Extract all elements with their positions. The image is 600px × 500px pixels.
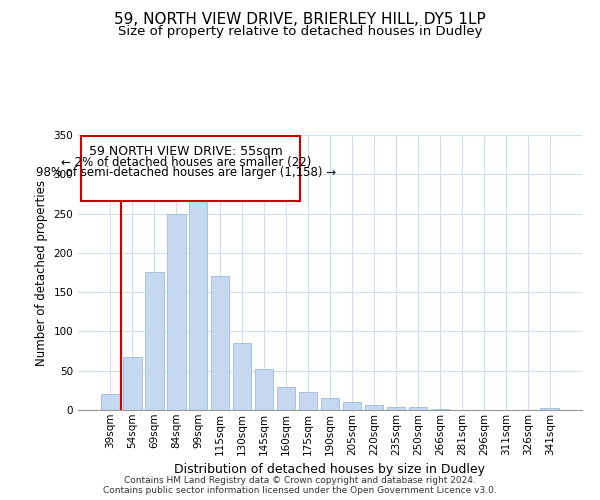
Bar	[431, 409, 449, 410]
X-axis label: Distribution of detached houses by size in Dudley: Distribution of detached houses by size …	[175, 463, 485, 476]
Bar	[320, 398, 340, 410]
Bar	[299, 392, 317, 410]
Bar	[409, 407, 427, 410]
Bar	[343, 402, 361, 410]
Bar	[167, 214, 185, 410]
Text: 59 NORTH VIEW DRIVE: 55sqm: 59 NORTH VIEW DRIVE: 55sqm	[89, 144, 283, 158]
Bar	[233, 343, 251, 410]
Bar	[189, 189, 208, 410]
Text: 98% of semi-detached houses are larger (1,158) →: 98% of semi-detached houses are larger (…	[36, 166, 337, 179]
FancyBboxPatch shape	[80, 136, 300, 201]
Text: Size of property relative to detached houses in Dudley: Size of property relative to detached ho…	[118, 25, 482, 38]
Bar	[255, 369, 274, 410]
Bar	[541, 408, 559, 410]
Text: Contains HM Land Registry data © Crown copyright and database right 2024.: Contains HM Land Registry data © Crown c…	[124, 476, 476, 485]
Text: Contains public sector information licensed under the Open Government Licence v3: Contains public sector information licen…	[103, 486, 497, 495]
Text: ← 2% of detached houses are smaller (22): ← 2% of detached houses are smaller (22)	[61, 156, 311, 168]
Text: 59, NORTH VIEW DRIVE, BRIERLEY HILL, DY5 1LP: 59, NORTH VIEW DRIVE, BRIERLEY HILL, DY5…	[114, 12, 486, 28]
Bar	[123, 356, 142, 410]
Bar	[101, 394, 119, 410]
Bar	[386, 407, 405, 410]
Y-axis label: Number of detached properties: Number of detached properties	[35, 180, 48, 366]
Bar	[365, 404, 383, 410]
Bar	[145, 272, 164, 410]
Bar	[211, 276, 229, 410]
Bar	[277, 387, 295, 410]
